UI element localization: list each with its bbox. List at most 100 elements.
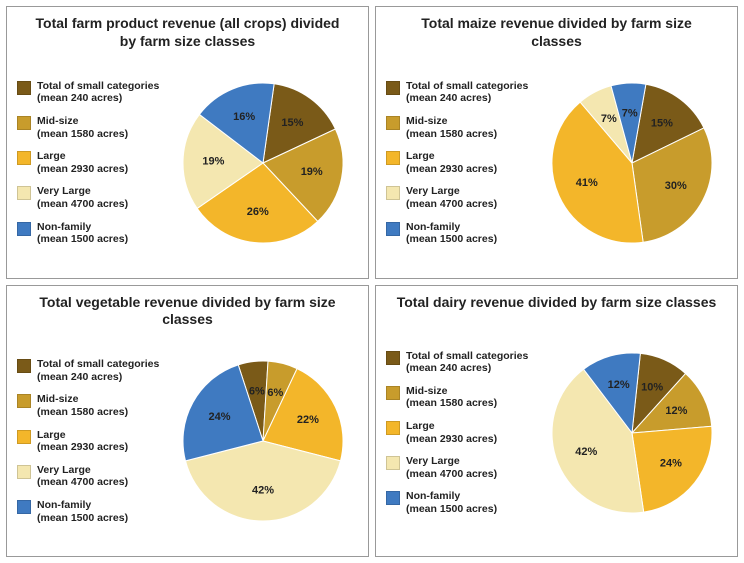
legend: Total of small categories(mean 240 acres… [17, 358, 167, 524]
panel-body: Total of small categories(mean 240 acres… [386, 56, 727, 270]
panel-1: Total maize revenue divided by farm size… [375, 6, 738, 279]
legend-item-nonfamily: Non-family(mean 1500 acres) [386, 490, 536, 515]
panel-title: Total maize revenue divided by farm size… [386, 15, 727, 50]
panel-title: Total farm product revenue (all crops) d… [17, 15, 358, 50]
pie-chart: 10%12%24%42%12% [542, 343, 722, 523]
legend-item-mid: Mid-size(mean 1580 acres) [17, 115, 167, 140]
slice-label-nonfamily: 24% [208, 411, 230, 423]
panel-title: Total dairy revenue divided by farm size… [386, 294, 727, 312]
slice-label-nonfamily: 12% [607, 379, 629, 391]
legend-label-large: Large(mean 2930 acres) [37, 429, 128, 454]
legend-label-mid: Mid-size(mean 1580 acres) [37, 115, 128, 140]
slice-label-small: 6% [248, 386, 264, 398]
slice-label-small: 15% [650, 117, 672, 129]
legend-item-verylarge: Very Large(mean 4700 acres) [386, 185, 536, 210]
pie-chart: 6%6% 22% 42% 24% [173, 351, 353, 531]
legend-item-small: Total of small categories(mean 240 acres… [386, 80, 536, 105]
legend-swatch-nonfamily [386, 491, 400, 505]
pie-chart: 15% 19% 26% 19% 16% [173, 73, 353, 253]
legend-item-large: Large(mean 2930 acres) [386, 150, 536, 175]
slice-label-mid: 6% [267, 387, 283, 399]
slice-label-mid: 12% [665, 404, 687, 416]
panel-2: Total vegetable revenue divided by farm … [6, 285, 369, 558]
legend-label-nonfamily: Non-family(mean 1500 acres) [406, 221, 497, 246]
slice-label-verylarge: 42% [575, 446, 597, 458]
legend-label-large: Large(mean 2930 acres) [406, 420, 497, 445]
legend-swatch-verylarge [386, 186, 400, 200]
legend-swatch-small [17, 81, 31, 95]
legend-swatch-mid [386, 116, 400, 130]
legend-item-mid: Mid-size(mean 1580 acres) [386, 115, 536, 140]
legend-item-verylarge: Very Large(mean 4700 acres) [17, 464, 167, 489]
legend-label-large: Large(mean 2930 acres) [406, 150, 497, 175]
legend-swatch-mid [386, 386, 400, 400]
legend-swatch-nonfamily [17, 500, 31, 514]
legend-label-verylarge: Very Large(mean 4700 acres) [37, 185, 128, 210]
legend-swatch-verylarge [17, 465, 31, 479]
legend-label-small: Total of small categories(mean 240 acres… [406, 80, 528, 105]
legend-label-nonfamily: Non-family(mean 1500 acres) [37, 221, 128, 246]
legend-label-mid: Mid-size(mean 1580 acres) [406, 385, 497, 410]
legend-swatch-verylarge [17, 186, 31, 200]
legend-item-mid: Mid-size(mean 1580 acres) [386, 385, 536, 410]
slice-label-mid: 19% [300, 166, 322, 178]
legend-label-verylarge: Very Large(mean 4700 acres) [37, 464, 128, 489]
legend-item-mid: Mid-size(mean 1580 acres) [17, 393, 167, 418]
legend-swatch-large [17, 151, 31, 165]
panel-body: Total of small categories(mean 240 acres… [17, 56, 358, 270]
slice-label-large: 22% [296, 414, 318, 426]
legend-label-small: Total of small categories(mean 240 acres… [37, 358, 159, 383]
slice-label-small: 10% [641, 381, 663, 393]
slice-label-verylarge: 19% [202, 155, 224, 167]
panel-body: Total of small categories(mean 240 acres… [386, 317, 727, 548]
legend-swatch-mid [17, 394, 31, 408]
slice-label-large: 41% [575, 177, 597, 189]
legend-swatch-nonfamily [17, 222, 31, 236]
legend: Total of small categories(mean 240 acres… [17, 80, 167, 246]
legend-label-mid: Mid-size(mean 1580 acres) [406, 115, 497, 140]
legend-item-large: Large(mean 2930 acres) [17, 150, 167, 175]
legend-swatch-nonfamily [386, 222, 400, 236]
panel-title: Total vegetable revenue divided by farm … [17, 294, 358, 329]
legend-label-nonfamily: Non-family(mean 1500 acres) [406, 490, 497, 515]
legend-item-small: Total of small categories(mean 240 acres… [17, 80, 167, 105]
legend-item-large: Large(mean 2930 acres) [386, 420, 536, 445]
legend-swatch-verylarge [386, 456, 400, 470]
slice-label-large: 24% [659, 457, 681, 469]
legend-label-verylarge: Very Large(mean 4700 acres) [406, 185, 497, 210]
legend-swatch-large [386, 151, 400, 165]
chart-grid: Total farm product revenue (all crops) d… [0, 0, 744, 563]
slice-label-nonfamily: 16% [233, 111, 255, 123]
legend-item-nonfamily: Non-family(mean 1500 acres) [17, 221, 167, 246]
legend-item-verylarge: Very Large(mean 4700 acres) [17, 185, 167, 210]
legend-label-nonfamily: Non-family(mean 1500 acres) [37, 499, 128, 524]
chart-wrap: 10%12%24%42%12% [536, 343, 727, 523]
legend-label-mid: Mid-size(mean 1580 acres) [37, 393, 128, 418]
slice-label-large: 26% [246, 206, 268, 218]
panel-body: Total of small categories(mean 240 acres… [17, 335, 358, 549]
legend-item-verylarge: Very Large(mean 4700 acres) [386, 455, 536, 480]
legend-swatch-small [386, 81, 400, 95]
chart-wrap: 15% 30% 41% 7% 7% [536, 73, 727, 253]
slice-label-nonfamily: 7% [621, 107, 637, 119]
legend-swatch-small [386, 351, 400, 365]
legend-swatch-large [386, 421, 400, 435]
pie-chart: 15% 30% 41% 7% 7% [542, 73, 722, 253]
slice-label-mid: 30% [664, 180, 686, 192]
legend-item-small: Total of small categories(mean 240 acres… [17, 358, 167, 383]
slice-label-small: 15% [281, 117, 303, 129]
legend-item-nonfamily: Non-family(mean 1500 acres) [386, 221, 536, 246]
legend-label-verylarge: Very Large(mean 4700 acres) [406, 455, 497, 480]
legend-label-large: Large(mean 2930 acres) [37, 150, 128, 175]
slice-label-verylarge: 42% [251, 485, 273, 497]
legend-item-small: Total of small categories(mean 240 acres… [386, 350, 536, 375]
slice-label-verylarge: 7% [600, 113, 616, 125]
legend-label-small: Total of small categories(mean 240 acres… [406, 350, 528, 375]
panel-3: Total dairy revenue divided by farm size… [375, 285, 738, 558]
chart-wrap: 6%6% 22% 42% 24% [167, 351, 358, 531]
legend-item-nonfamily: Non-family(mean 1500 acres) [17, 499, 167, 524]
legend-swatch-small [17, 359, 31, 373]
legend: Total of small categories(mean 240 acres… [386, 80, 536, 246]
legend: Total of small categories(mean 240 acres… [386, 350, 536, 516]
legend-swatch-large [17, 430, 31, 444]
